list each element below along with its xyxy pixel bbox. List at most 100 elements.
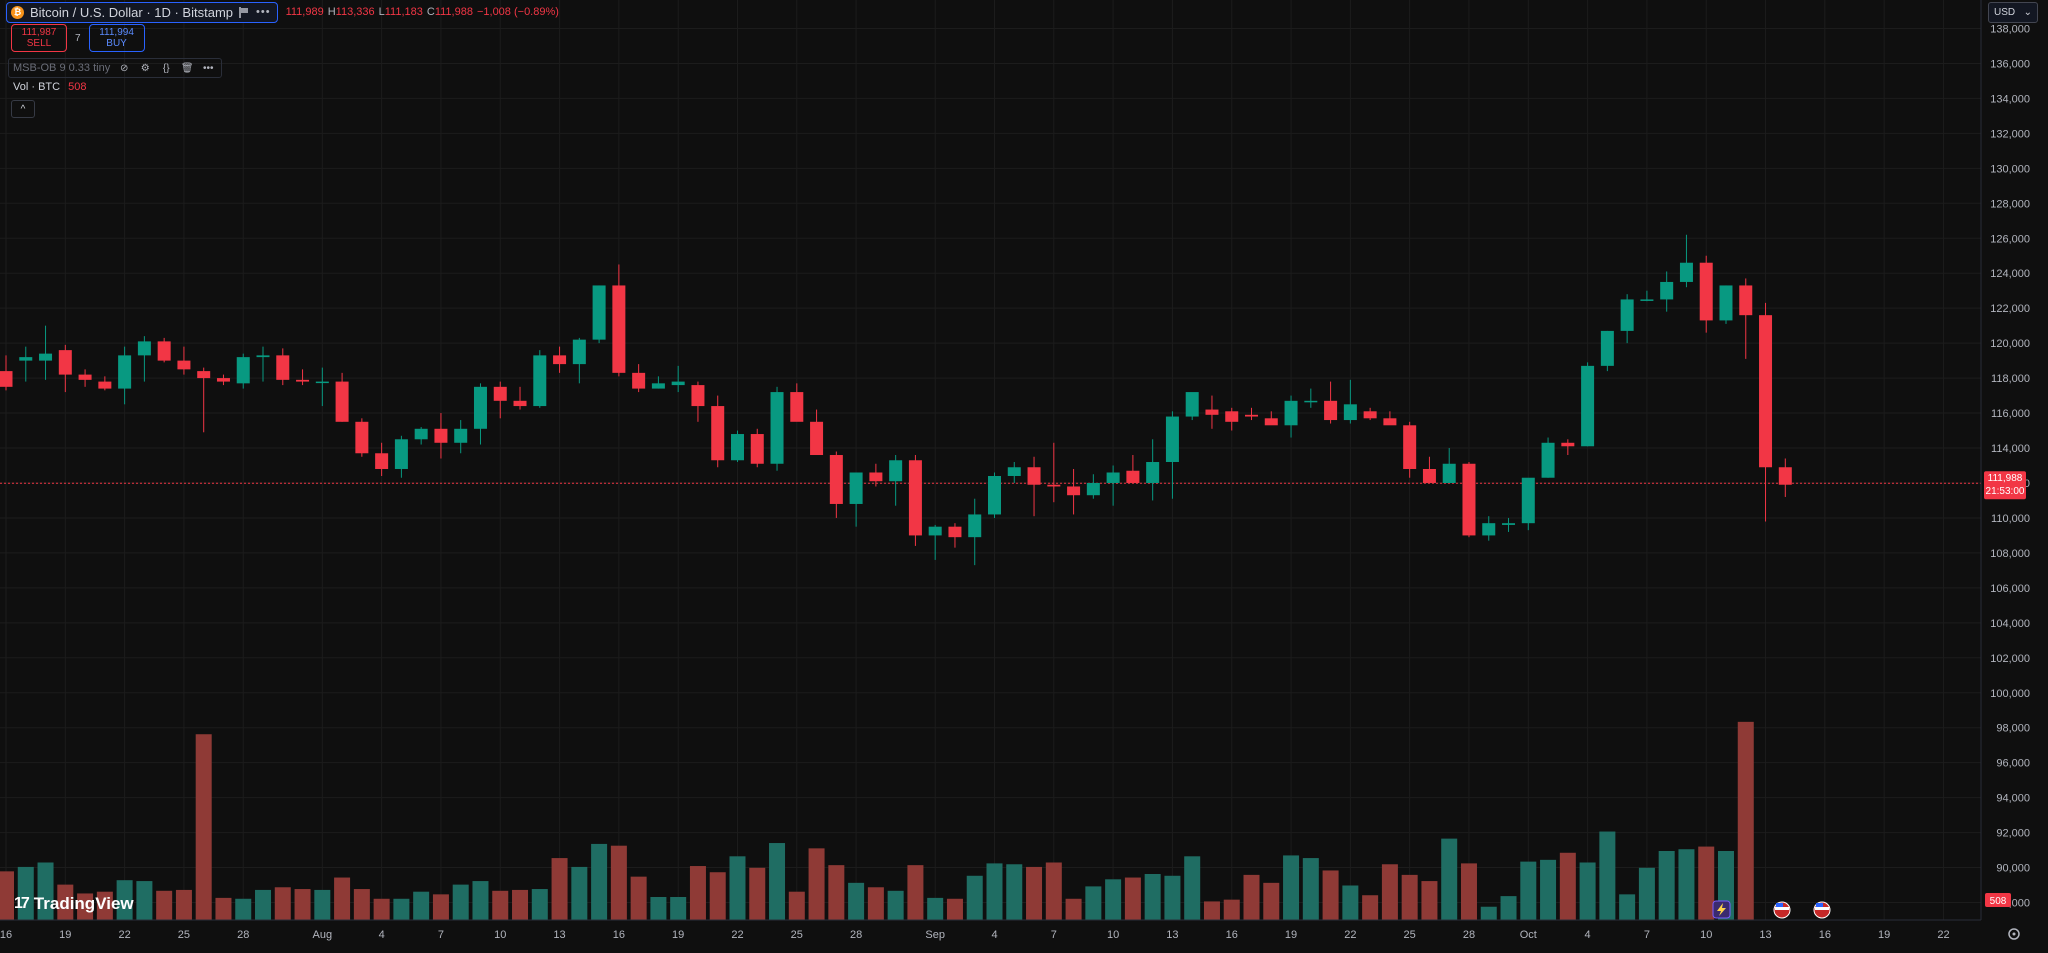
event-markers[interactable] — [1712, 900, 1831, 919]
y-tick-label: 128,000 — [1990, 198, 2030, 210]
x-tick-label: 22 — [1344, 929, 1356, 941]
us-flag-icon[interactable] — [1773, 901, 1791, 919]
volume-bar — [1559, 852, 1576, 920]
more-icon[interactable]: ••• — [202, 62, 214, 74]
candle-body — [197, 371, 211, 379]
volume-bar — [1322, 870, 1339, 920]
ohlc-high: H113,336 — [327, 6, 375, 18]
volume-bar — [828, 865, 845, 920]
price-axis[interactable] — [1981, 0, 2048, 920]
flag-icon[interactable] — [239, 6, 250, 18]
candle — [1403, 421, 1417, 478]
candle-body — [1165, 416, 1179, 463]
candle — [1581, 362, 1595, 447]
candle — [790, 383, 804, 422]
volume-bar — [77, 893, 94, 920]
indicator-name[interactable]: MSB-OB 9 0.33 tiny — [13, 62, 111, 74]
candle — [394, 435, 408, 478]
y-tick-label: 138,000 — [1990, 23, 2030, 35]
candle-body — [118, 355, 132, 389]
time-axis[interactable] — [0, 920, 2048, 953]
candle — [493, 381, 507, 419]
volume-bar — [0, 871, 14, 920]
source-code-icon[interactable]: {} — [162, 62, 170, 74]
ohlc-open: 111,989 — [285, 6, 324, 18]
candle-body — [632, 372, 646, 389]
candle — [1067, 468, 1081, 515]
volume-bar — [946, 898, 963, 920]
sell-button[interactable]: 111,987 SELL — [11, 24, 67, 52]
candle — [1462, 462, 1476, 538]
candle-body — [730, 434, 744, 461]
more-icon[interactable]: ••• — [256, 6, 271, 18]
y-tick-label: 122,000 — [1990, 303, 2030, 315]
candle — [1225, 407, 1239, 431]
y-tick-label: 104,000 — [1990, 618, 2030, 630]
candle-body — [908, 460, 922, 536]
volume-bar — [966, 875, 983, 920]
us-flag-icon[interactable] — [1813, 901, 1831, 919]
candle — [968, 498, 982, 566]
eye-hidden-icon[interactable]: ⊘ — [120, 62, 129, 74]
x-tick-label: 16 — [613, 929, 625, 941]
candle-body — [1462, 463, 1476, 536]
candle — [1284, 395, 1298, 438]
candle — [315, 367, 329, 407]
volume-bar — [175, 889, 192, 920]
x-tick-label: Aug — [313, 929, 333, 941]
candle-body — [434, 428, 448, 443]
last-price-label: 111,988 21:53:00 — [1984, 471, 2026, 500]
candle-body — [1482, 523, 1496, 536]
symbol-selector[interactable]: ₿ Bitcoin / U.S. Dollar · 1D · Bitstamp … — [6, 1, 278, 23]
collapse-legend-button[interactable]: ^ — [11, 100, 35, 118]
volume-last-value: 508 — [1990, 896, 2007, 907]
settings-icon[interactable]: ⚙ — [140, 62, 150, 74]
candle-body — [1264, 418, 1278, 426]
candle-body — [256, 355, 270, 358]
candle-body — [988, 475, 1001, 515]
candle — [1027, 456, 1041, 517]
candle-body — [1185, 392, 1199, 417]
ohlc-values: 111,989 H113,336 L111,183 C111,988 −1,00… — [286, 6, 559, 18]
y-tick-label: 116,000 — [1991, 408, 2030, 420]
candle-body — [1581, 365, 1595, 447]
candle-body — [78, 374, 92, 380]
candle-body — [790, 392, 804, 422]
delete-icon[interactable]: 🗑 — [180, 62, 194, 74]
x-tick-label: 4 — [991, 929, 997, 941]
candle-body — [1660, 281, 1674, 300]
candle — [454, 420, 468, 454]
candle-body — [889, 460, 903, 482]
candle-body — [1304, 400, 1318, 403]
volume-bar — [452, 884, 469, 920]
volume-bar — [492, 890, 509, 920]
x-tick-label: 7 — [1644, 929, 1650, 941]
volume-bar — [1203, 901, 1220, 920]
volume-bar — [907, 865, 924, 920]
candle — [0, 355, 13, 391]
volume-bar — [1698, 846, 1715, 920]
volume-bar — [887, 890, 904, 920]
volume-bar — [1381, 864, 1398, 920]
candle-body — [711, 406, 725, 461]
symbol-title[interactable]: Bitcoin / U.S. Dollar · 1D · Bitstamp — [30, 4, 233, 20]
y-tick-label: 96,000 — [1996, 758, 2030, 770]
lightning-icon[interactable] — [1712, 900, 1731, 919]
volume-bar — [1065, 898, 1082, 920]
volume-bar — [1184, 856, 1201, 920]
candle — [1264, 411, 1278, 426]
candle-body — [750, 434, 764, 464]
last-price-value: 111,988 — [1988, 473, 2023, 484]
candle — [1640, 290, 1654, 302]
volume-bar — [37, 862, 54, 920]
tradingview-watermark[interactable]: 17 TradingView — [14, 894, 134, 914]
candle — [1047, 442, 1061, 503]
buy-button[interactable]: 111,994 BUY — [88, 24, 145, 52]
volume-bar — [1540, 859, 1557, 920]
buy-price: 111,994 — [99, 27, 134, 38]
volume-bar — [136, 881, 153, 920]
currency-selector[interactable]: USD ⌄ — [1988, 2, 2038, 23]
indicator-legend[interactable]: MSB-OB 9 0.33 tiny ⊘ ⚙ {} 🗑 ••• — [8, 58, 223, 78]
settings-gear-icon[interactable] — [2008, 928, 2020, 940]
